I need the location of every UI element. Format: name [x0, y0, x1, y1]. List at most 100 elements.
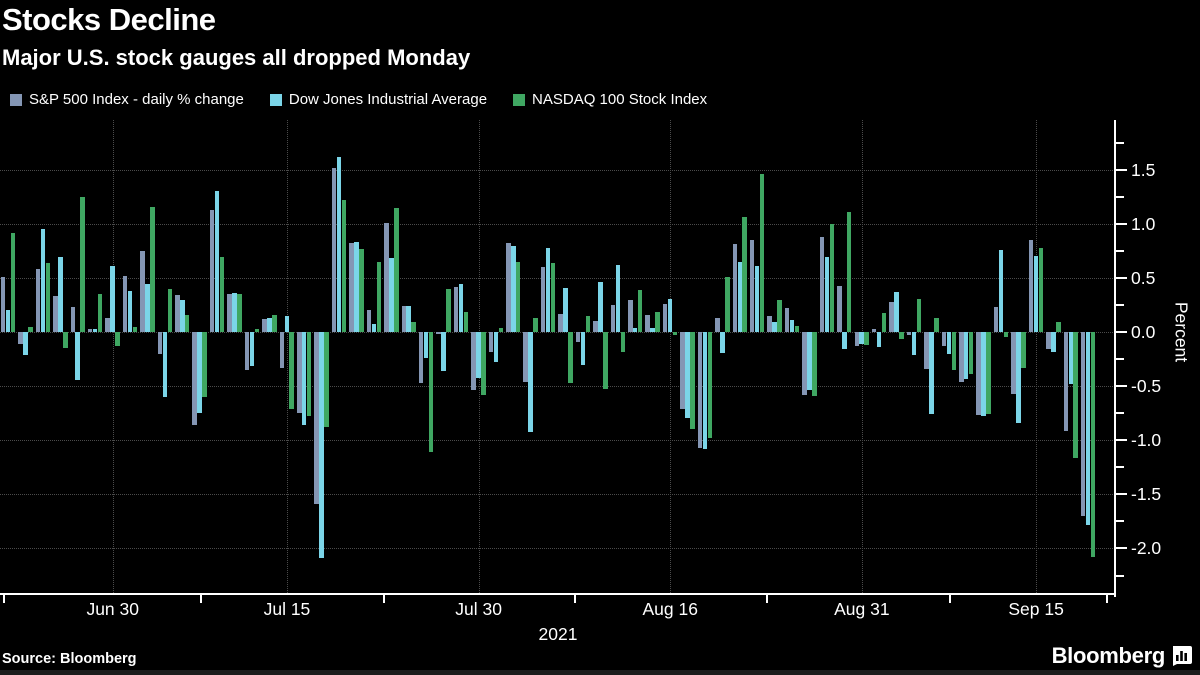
v-gridline — [1036, 120, 1038, 595]
bar — [697, 332, 703, 448]
bar — [859, 332, 864, 344]
bar — [254, 328, 260, 333]
bar — [401, 306, 407, 333]
bar — [690, 332, 695, 430]
legend: S&P 500 Index - daily % change Dow Jones… — [10, 91, 707, 108]
bar — [10, 232, 16, 333]
bar — [662, 303, 668, 333]
x-tick — [382, 595, 385, 603]
bar — [772, 322, 777, 333]
bar — [777, 299, 782, 333]
bar — [876, 332, 882, 348]
bar — [1016, 332, 1021, 423]
y-minor-tick — [1116, 520, 1124, 523]
bar — [354, 242, 359, 333]
bar — [680, 332, 685, 409]
bar — [481, 332, 486, 395]
bar — [441, 332, 446, 371]
bar — [319, 332, 324, 559]
h-gridline — [0, 332, 1115, 334]
y-tick — [1116, 222, 1127, 225]
bar — [471, 332, 476, 391]
bar — [184, 314, 190, 333]
bar — [436, 332, 441, 335]
bar — [754, 266, 760, 333]
bar — [916, 298, 922, 333]
bar — [463, 311, 469, 333]
bar — [864, 332, 869, 346]
bar — [946, 332, 952, 354]
v-gridline — [112, 120, 114, 595]
y-tick-label: -0.5 — [1131, 376, 1162, 397]
bar — [394, 207, 399, 333]
bar — [279, 332, 285, 368]
bar — [209, 209, 215, 333]
bar — [1056, 322, 1061, 333]
x-tick — [574, 595, 577, 603]
bar — [1033, 256, 1039, 333]
bar — [899, 332, 904, 339]
bar — [789, 320, 795, 333]
bar — [371, 324, 377, 333]
bar — [127, 290, 133, 333]
bar — [232, 293, 237, 333]
bar — [498, 327, 504, 333]
bar — [637, 289, 643, 333]
bar — [951, 332, 957, 370]
bar — [976, 332, 981, 416]
bar — [237, 294, 242, 333]
y-axis-line — [1114, 120, 1116, 597]
y-tick-label: 1.5 — [1131, 159, 1156, 180]
bar — [40, 229, 46, 333]
bar — [1080, 332, 1086, 516]
bar — [63, 332, 68, 349]
bar — [575, 332, 581, 342]
h-gridline — [0, 223, 1115, 225]
bar — [140, 250, 145, 333]
y-axis-title: Percent — [1171, 301, 1192, 363]
date-label: Jul 30 — [455, 599, 502, 619]
v-gridline — [861, 120, 863, 595]
bar — [341, 200, 347, 333]
bar — [227, 294, 232, 333]
bar — [784, 308, 790, 333]
y-tick-label: 0.5 — [1131, 267, 1156, 288]
bar — [1085, 332, 1091, 525]
bar — [92, 328, 98, 333]
year-label: 2021 — [538, 624, 578, 644]
bar — [53, 296, 58, 333]
bar — [418, 332, 424, 383]
bar — [80, 196, 85, 333]
y-tick — [1116, 493, 1127, 496]
bar — [384, 222, 389, 333]
bottom-bar — [0, 670, 1200, 675]
bar — [702, 332, 708, 449]
bar — [214, 191, 220, 333]
bar — [267, 318, 272, 333]
h-gridline — [0, 440, 1115, 442]
bar — [998, 249, 1004, 333]
bar — [540, 267, 546, 333]
bar — [359, 248, 364, 333]
bar — [192, 332, 197, 426]
sp500-swatch-icon — [10, 93, 22, 106]
bar — [389, 258, 394, 333]
y-tick — [1116, 385, 1127, 388]
y-minor-tick — [1116, 358, 1124, 361]
bar — [110, 266, 115, 333]
bar — [1028, 240, 1034, 333]
bar — [580, 332, 586, 365]
bar — [5, 310, 11, 333]
y-minor-tick — [1116, 574, 1124, 577]
bar — [929, 332, 934, 415]
bar — [446, 288, 451, 333]
bar — [620, 332, 625, 352]
bar — [1063, 332, 1069, 431]
bar — [35, 269, 41, 333]
bloomberg-chart-icon — [1173, 646, 1192, 666]
bar — [650, 327, 655, 333]
bar — [1051, 332, 1056, 352]
bar — [297, 332, 302, 414]
bar — [568, 332, 573, 383]
y-tick-label: 0.0 — [1131, 322, 1156, 343]
